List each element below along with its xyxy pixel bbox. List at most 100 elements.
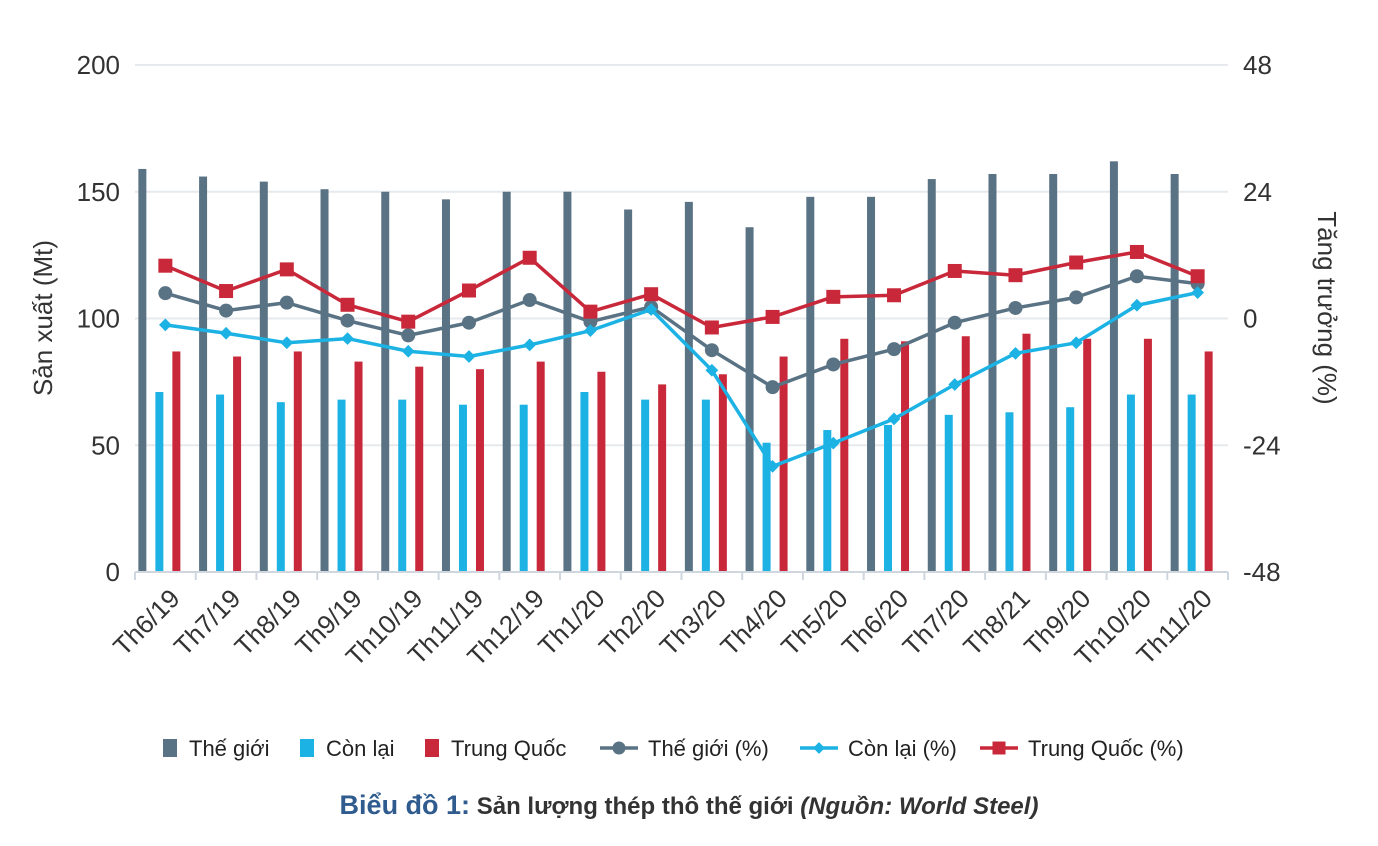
line-point — [401, 314, 416, 329]
bar — [1126, 394, 1135, 572]
y-tick-left: 0 — [106, 557, 120, 587]
bar — [1187, 394, 1196, 572]
bar — [1083, 338, 1092, 572]
line-point — [401, 344, 415, 358]
figure-caption: Biểu đồ 1: Sản lượng thép thô thế giới (… — [0, 790, 1378, 821]
bar — [320, 189, 329, 572]
line-point — [462, 350, 476, 363]
bar — [441, 199, 450, 573]
line-point — [340, 297, 355, 312]
bar — [961, 336, 970, 572]
bar — [1005, 412, 1014, 572]
bar — [337, 399, 346, 572]
y-tick-left: 200 — [77, 50, 120, 80]
x-tick-label: Th2/20 — [593, 583, 671, 661]
bar — [580, 392, 589, 572]
y-axis-right-ticks: -48 -24 0 24 48 — [1243, 50, 1281, 587]
y-axis-right-title: Tăng trưởng (%) — [1312, 211, 1342, 404]
y-tick-right: 0 — [1243, 304, 1257, 334]
legend-item: Trung Quốc (%) — [980, 736, 1184, 761]
line-point — [826, 357, 841, 372]
series-line — [165, 290, 1198, 469]
line-point — [158, 258, 173, 273]
caption-title: Sản lượng thép thô thế giới — [476, 793, 794, 820]
line-point — [522, 250, 537, 265]
bar — [259, 181, 268, 573]
line-point — [826, 289, 841, 304]
bar — [519, 404, 528, 572]
bar — [1204, 351, 1213, 572]
legend-item: Còn lại — [300, 736, 394, 761]
bar — [1066, 407, 1075, 572]
bar — [701, 399, 710, 572]
legend-item: Còn lại (%) — [800, 736, 957, 761]
bar — [901, 341, 910, 572]
x-tick-label: Th8/19 — [229, 583, 307, 661]
x-tick-label: Th3/20 — [654, 583, 732, 661]
legend-label: Trung Quốc — [451, 736, 566, 761]
line-point — [1129, 244, 1144, 259]
bar — [381, 191, 390, 572]
legend-swatch — [300, 739, 314, 757]
line-point — [992, 741, 1006, 755]
bar — [988, 174, 997, 572]
y-tick-left: 150 — [77, 177, 120, 207]
bar — [563, 191, 572, 572]
bar — [641, 399, 650, 572]
legend-item: Thế giới — [163, 736, 269, 761]
line-point — [1069, 255, 1084, 270]
x-tick-label: Th7/19 — [168, 583, 246, 661]
bar — [172, 351, 181, 572]
bar — [398, 399, 407, 572]
legend-item: Trung Quốc — [425, 736, 566, 761]
y-axis-left-title: Sản xuất (Mt) — [28, 240, 58, 396]
bar — [867, 196, 876, 572]
bar — [823, 430, 832, 572]
line-point — [612, 741, 626, 755]
line-point — [813, 742, 825, 754]
line-point — [1190, 269, 1205, 284]
bar — [806, 196, 815, 572]
bar — [354, 361, 363, 572]
line-point — [765, 380, 780, 395]
bar — [458, 404, 467, 572]
bar — [199, 176, 208, 573]
legend: Thế giới Còn lại Trung Quốc Thế giới (%) Còn… — [163, 736, 1184, 761]
bar — [624, 209, 633, 572]
x-tick-label: Th6/19 — [107, 583, 185, 661]
y-tick-right: -24 — [1243, 430, 1281, 460]
x-tick-label: Th5/20 — [775, 583, 853, 661]
line-point — [1069, 290, 1084, 305]
bar — [293, 351, 302, 572]
line-point — [583, 304, 598, 319]
line-point — [1008, 268, 1023, 283]
x-tick-label: Th6/20 — [836, 583, 914, 661]
legend-label: Còn lại — [326, 736, 394, 761]
bar — [762, 442, 771, 572]
bar — [597, 371, 606, 572]
line-point — [279, 295, 294, 310]
line-point — [947, 263, 962, 278]
line-point — [340, 313, 355, 328]
y-tick-left: 100 — [77, 304, 120, 334]
x-tick-label: Th1/20 — [532, 583, 610, 661]
bar — [745, 227, 754, 573]
line-point — [887, 288, 902, 303]
bar-series — [138, 161, 1213, 573]
bar — [233, 356, 242, 572]
bar — [216, 394, 225, 572]
x-axis-tick-labels: Th6/19Th7/19Th8/19Th9/19Th10/19Th11/19Th… — [107, 583, 1218, 672]
line-point — [461, 315, 476, 330]
legend-label: Còn lại (%) — [848, 736, 957, 761]
legend-swatch — [163, 739, 177, 757]
line-point — [1009, 346, 1022, 360]
bar — [1109, 161, 1118, 572]
line-point — [461, 283, 476, 298]
bar — [475, 369, 484, 572]
caption-figure-number: Biểu đồ 1: — [339, 790, 471, 820]
line-point — [279, 262, 294, 277]
y-tick-left: 50 — [91, 430, 120, 460]
line-point — [644, 287, 659, 302]
bar — [718, 374, 727, 572]
legend-label: Trung Quốc (%) — [1028, 736, 1184, 761]
